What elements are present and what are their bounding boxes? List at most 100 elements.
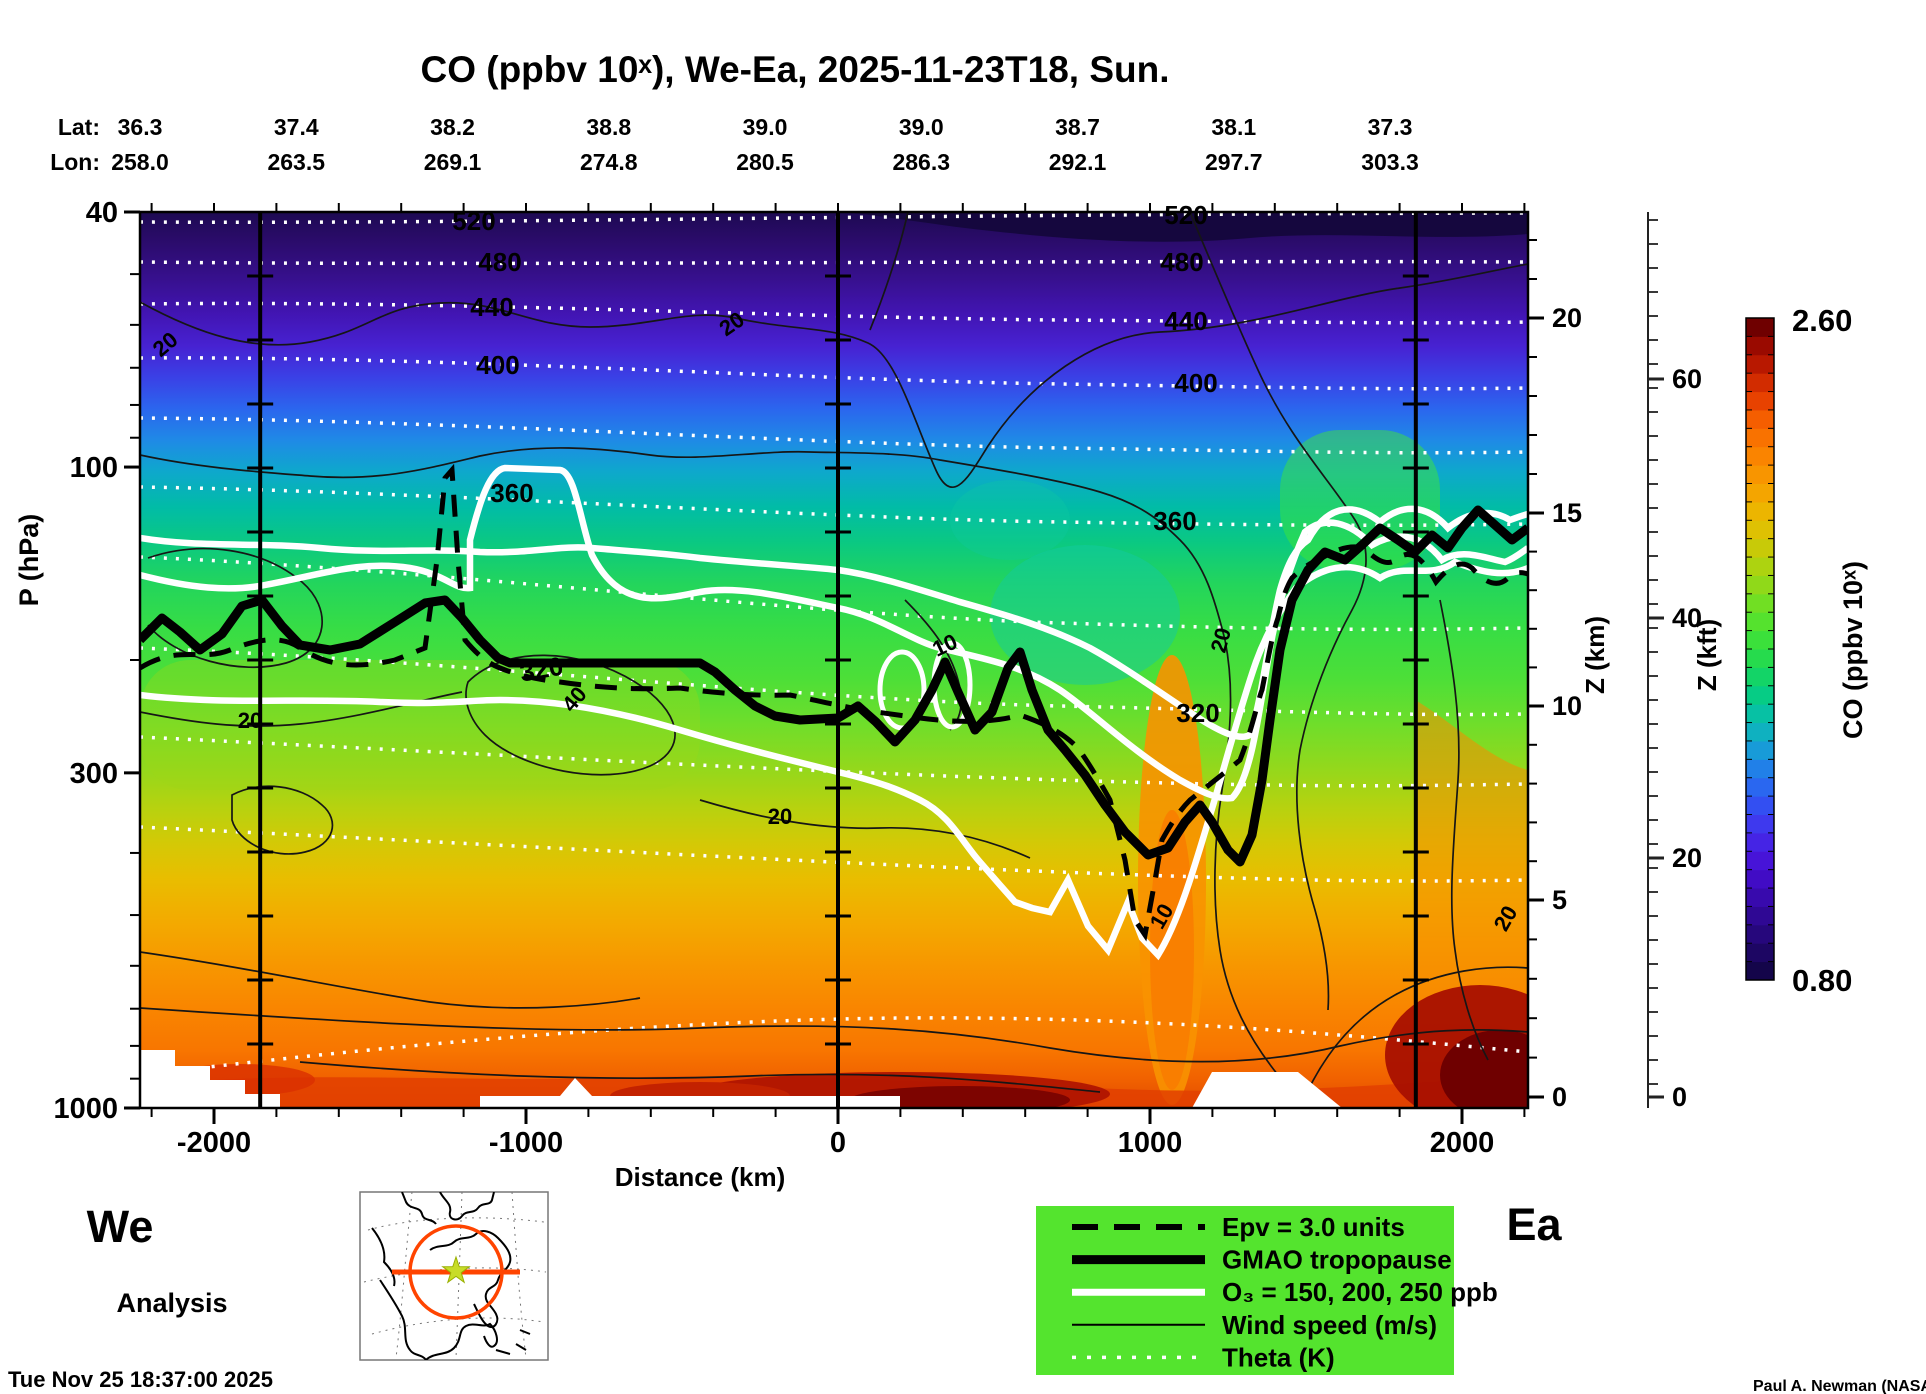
colorbar-segment	[1746, 740, 1774, 760]
map-location-star-icon	[441, 1255, 471, 1284]
pressure-axis-title: P (hPa)	[14, 514, 44, 607]
right-orange-region	[1415, 700, 1528, 1035]
colorbar-border	[1745, 317, 1775, 981]
zkft-tick-label: 0	[1672, 1082, 1687, 1112]
theta-dotted-line	[140, 825, 1528, 883]
theta-label: 520	[452, 206, 495, 236]
colorbar-segment	[1746, 501, 1774, 521]
wind-speed-line	[1439, 599, 1489, 1061]
colorbar-segment	[1746, 888, 1774, 907]
wind-speed-contours	[140, 212, 1528, 1108]
lat-value: 39.0	[743, 114, 788, 140]
surface-darkred-core	[850, 1086, 1070, 1108]
lat-values-row: 36.3 37.4 38.2 38.8 39.0 39.0 38.7 38.1 37.3	[118, 114, 1413, 140]
colorbar-segment	[1746, 851, 1774, 871]
pressure-tick-label: 300	[70, 758, 118, 790]
zkm-tick-label: 5	[1552, 885, 1567, 915]
lon-value: 292.1	[1049, 149, 1107, 175]
ozone-line	[140, 505, 1528, 741]
zkft-tick-label: 40	[1672, 603, 1702, 633]
zkm-tick-label: 15	[1552, 498, 1582, 528]
colorbar-segment	[1746, 704, 1774, 724]
wind-speed-line	[140, 951, 641, 1009]
wind-speed-line	[299, 1061, 1101, 1093]
colorbar-segment	[1746, 538, 1774, 558]
theta-dotted-line	[140, 259, 1528, 266]
distance-axis-title: Distance (km)	[615, 1162, 786, 1192]
x-tick-label: 1000	[1118, 1127, 1183, 1159]
colorbar-segment	[1746, 685, 1774, 705]
theta-label: 360	[1153, 506, 1196, 536]
wind-speed-line	[140, 447, 1279, 1076]
timestamp: Tue Nov 25 18:37:00 2025	[8, 1367, 273, 1392]
theta-dotted-line	[140, 485, 1528, 528]
analysis-label: Analysis	[116, 1288, 227, 1318]
colorbar-segment	[1746, 409, 1774, 429]
figure-title: CO (ppbv 10ˣ), We-Ea, 2025-11-23T18, Sun…	[420, 49, 1169, 90]
colorbar-segment	[1746, 575, 1774, 595]
x-tick-label: 0	[830, 1127, 846, 1159]
zkm-axis-title: Z (km)	[1580, 616, 1610, 694]
theta-label: 400	[476, 350, 519, 380]
colorbar-segment	[1746, 814, 1774, 834]
lat-value: 39.0	[899, 114, 944, 140]
west-endpoint-label: We	[87, 1201, 154, 1252]
wind-speed-line	[231, 785, 334, 855]
colorbar-segment	[1746, 796, 1774, 815]
legend-item-label: Theta (K)	[1222, 1342, 1335, 1372]
lat-value: 38.7	[1055, 114, 1100, 140]
colorbar-segment	[1746, 557, 1774, 576]
lat-value: 37.4	[274, 114, 319, 140]
lat-row-label: Lat:	[58, 114, 100, 140]
theta-label: 440	[470, 292, 513, 322]
lon-value: 258.0	[111, 149, 169, 175]
wind-speed-line	[140, 263, 1528, 488]
colorbar-segment	[1746, 391, 1774, 411]
wind-speed-line	[699, 799, 1031, 859]
colorbar-segment	[1746, 869, 1774, 889]
lon-values-row: 258.0 263.5 269.1 274.8 280.5 286.3 292.1 297.7…	[111, 149, 1419, 175]
colorbar-segment	[1746, 354, 1774, 374]
colorbar-segment	[1746, 649, 1774, 668]
colorbar-segment	[1746, 924, 1774, 944]
zkft-tick-label: 20	[1672, 843, 1702, 873]
colorbar-segment	[1746, 832, 1774, 852]
colorbar-segment	[1746, 373, 1774, 393]
theta-dotted-line	[140, 735, 1528, 788]
colorbar-segment	[1746, 722, 1774, 742]
colorbar-segment	[1746, 612, 1774, 632]
ozone-line	[140, 558, 1528, 961]
lon-value: 297.7	[1205, 149, 1263, 175]
cyan-anomaly	[990, 545, 1180, 685]
colorbar-segment	[1746, 906, 1774, 926]
lon-value: 274.8	[580, 149, 638, 175]
theta-dotted-line	[140, 356, 1528, 391]
theta-520-labels: 520 520	[452, 200, 1207, 236]
axis-ticks	[124, 203, 1664, 1124]
gmao-tropopause-line	[140, 505, 1528, 867]
zkm-tick-label: 10	[1552, 691, 1582, 721]
axis-tick-labels: -2000 -1000 0 1000 2000 40 100 300 1000 20 15 10 5 0 6…	[53, 197, 1702, 1159]
lon-row-label: Lon:	[50, 149, 100, 175]
theta-label: 480	[1160, 247, 1203, 277]
colorbar-title: CO (ppbv 10ˣ)	[1838, 561, 1868, 739]
lat-value: 38.1	[1211, 114, 1256, 140]
colorbar-segment	[1746, 336, 1774, 356]
wind-speed-label: 20	[768, 804, 792, 829]
legend-item-label: O₃ = 150, 200, 250 ppb	[1222, 1277, 1498, 1307]
colorbar-segment	[1746, 630, 1774, 650]
lat-value: 38.8	[586, 114, 631, 140]
wind-speed-line	[140, 1007, 1528, 1063]
colorbar-segment	[1746, 759, 1774, 779]
theta-label: 320	[517, 651, 565, 688]
colorbar-min-label: 0.80	[1792, 963, 1852, 998]
colorbar-segment	[1746, 520, 1774, 540]
wind-speed-line	[465, 654, 676, 776]
wind-speed-line	[147, 547, 323, 669]
colorbar-segment	[1746, 667, 1774, 687]
theta-contours	[140, 212, 1528, 1077]
colorbar-segment	[1746, 318, 1774, 337]
